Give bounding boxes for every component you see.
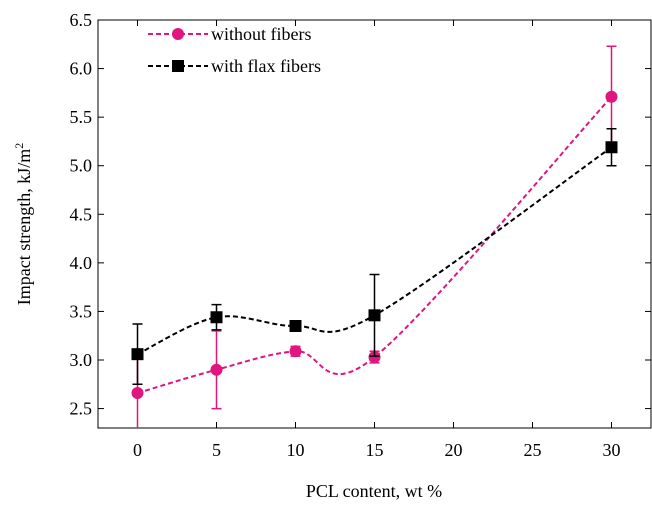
- x-tick-label: 30: [603, 440, 621, 460]
- data-point: [131, 348, 144, 361]
- y-tick-label: 2.5: [70, 399, 93, 419]
- x-tick-label: 0: [133, 440, 142, 460]
- x-axis-label: PCL content, wt %: [306, 481, 442, 501]
- y-axis-label: Impact strength, kJ/m2: [12, 143, 34, 305]
- data-point: [368, 351, 381, 364]
- y-tick-label: 4.5: [70, 204, 93, 224]
- y-tick-label: 3.5: [70, 301, 93, 321]
- x-tick-label: 25: [524, 440, 542, 460]
- legend-marker: [172, 60, 184, 72]
- y-axis-label-text: Impact strength, kJ/m: [14, 149, 34, 305]
- series-line: [137, 146, 613, 356]
- plot-frame: [97, 19, 652, 429]
- y-tick-label: 4.0: [70, 253, 93, 273]
- y-tick-label: 6.5: [70, 10, 93, 30]
- legend-marker: [172, 28, 184, 40]
- data-point: [605, 90, 618, 103]
- y-tick-label: 5.0: [70, 156, 93, 176]
- y-tick-label: 6.0: [70, 59, 93, 79]
- data-point: [210, 311, 223, 324]
- series-line: [137, 96, 613, 394]
- data-point: [210, 363, 223, 376]
- legend-label: with flax fibers: [211, 56, 321, 76]
- plot-area: [131, 45, 618, 428]
- data-point: [289, 320, 302, 332]
- data-point: [605, 141, 618, 154]
- x-tick-label: 20: [445, 440, 463, 460]
- y-axis-label-sup: 2: [12, 143, 26, 149]
- x-tick-label: 10: [287, 440, 305, 460]
- data-point: [131, 387, 144, 400]
- data-point: [289, 345, 302, 358]
- data-point: [368, 309, 381, 322]
- x-tick-label: 15: [366, 440, 384, 460]
- legend-label: without fibers: [211, 24, 312, 44]
- x-tick-label: 5: [212, 440, 221, 460]
- y-tick-label: 3.0: [70, 350, 93, 370]
- y-tick-label: 5.5: [70, 107, 93, 127]
